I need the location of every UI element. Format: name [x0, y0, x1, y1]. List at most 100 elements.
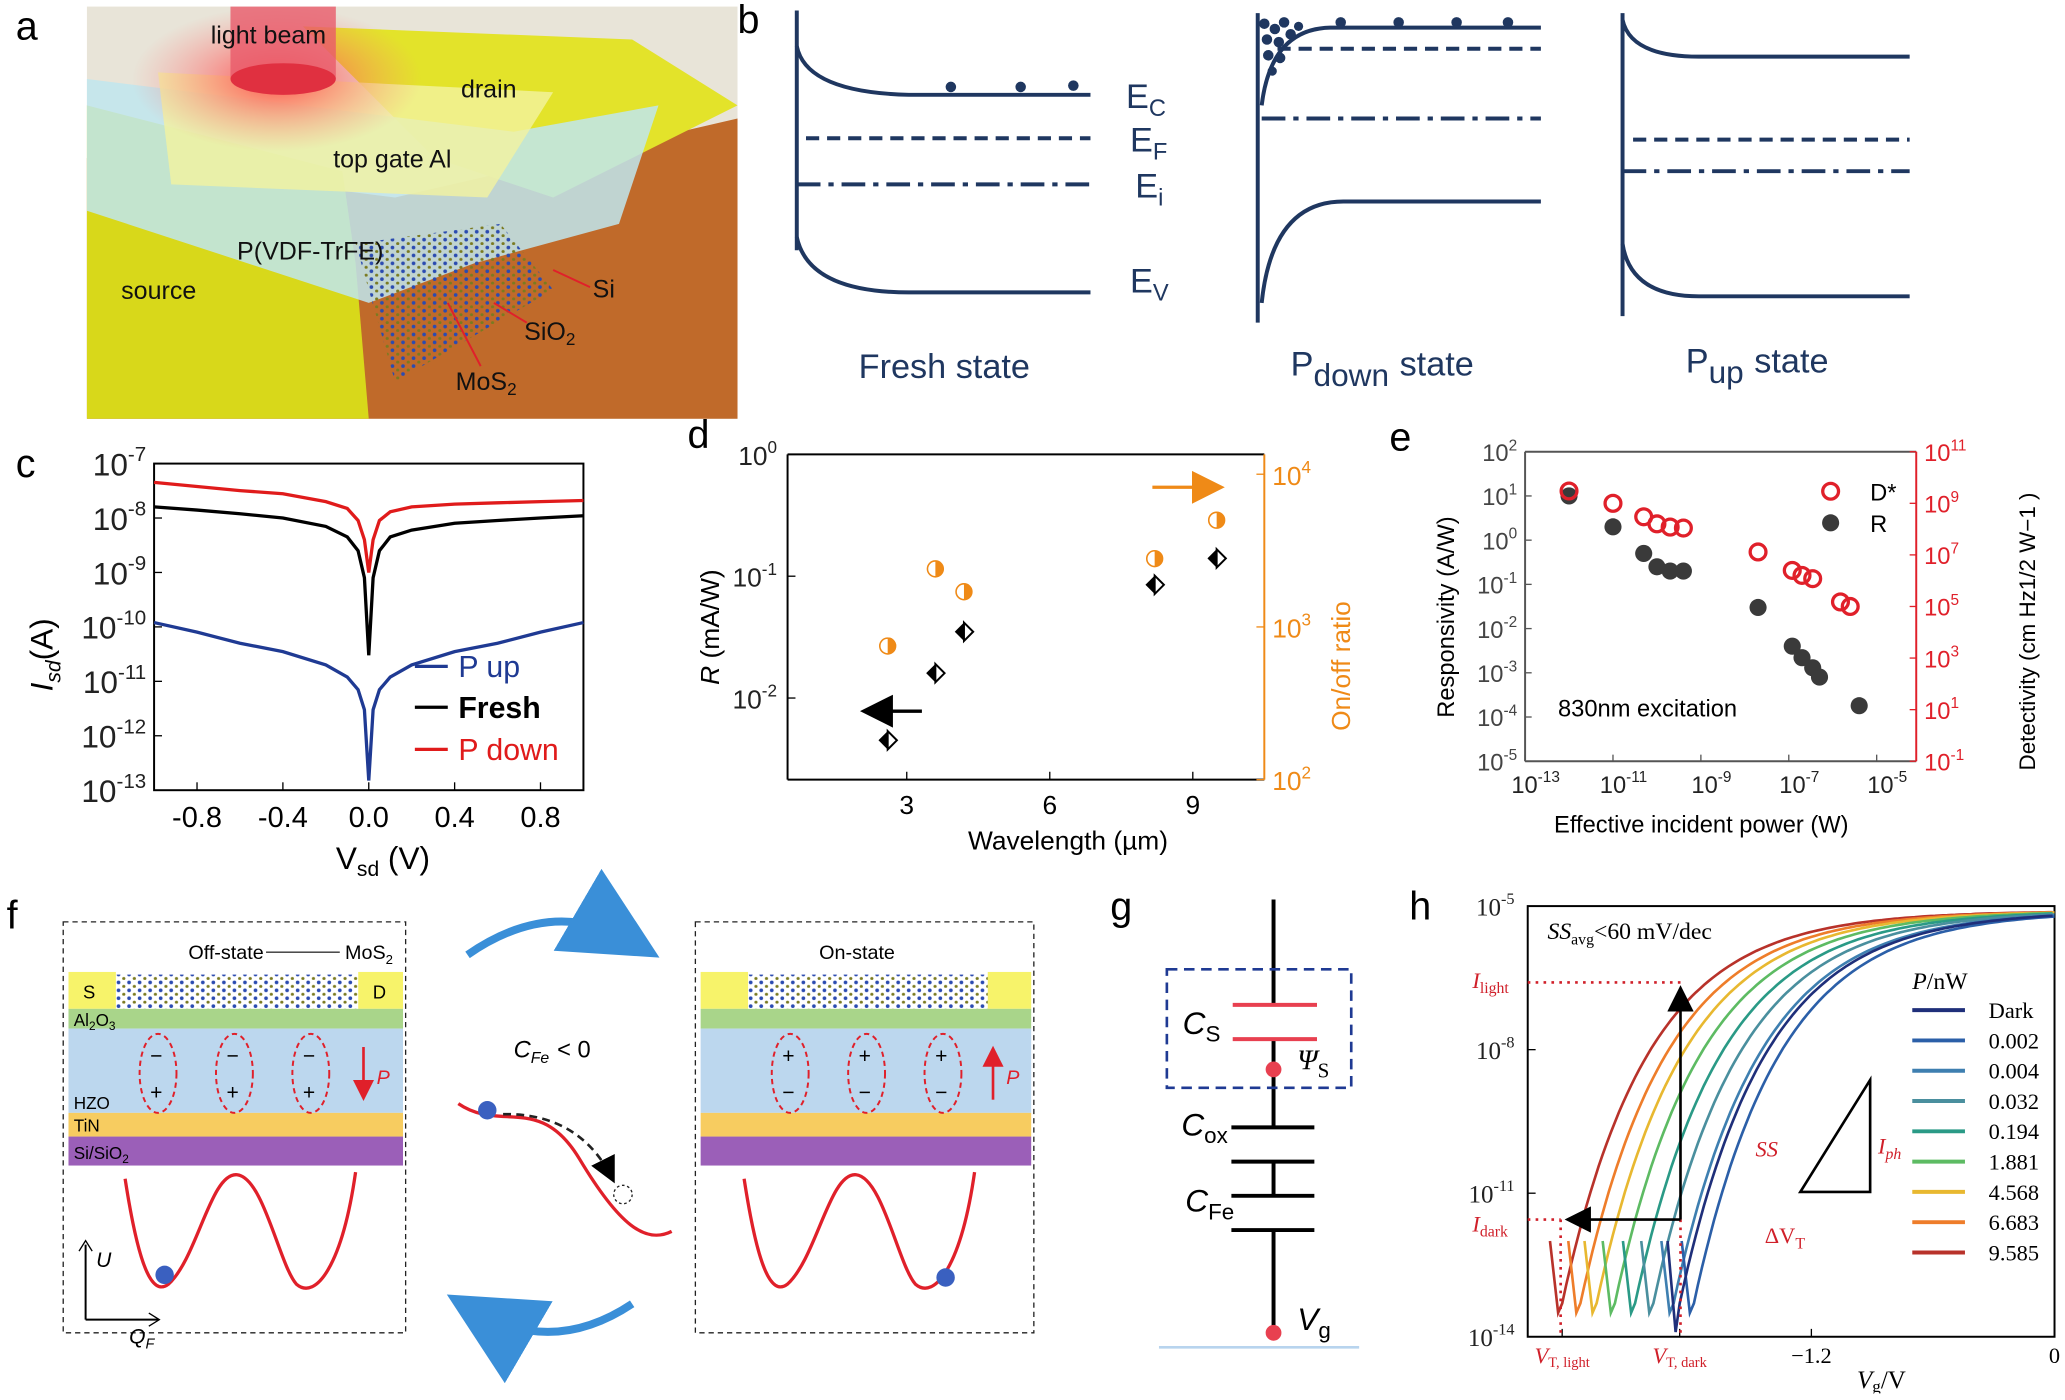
- cfe-label: CFe: [1185, 1183, 1234, 1225]
- data-point-responsivity: [1749, 598, 1767, 617]
- x-tick-label: 10-13: [1511, 769, 1560, 799]
- data-point-r: [1215, 546, 1228, 570]
- y2-tick-label: 103: [1924, 644, 1959, 674]
- label-light-beam: light beam: [211, 21, 326, 49]
- label-top-gate: top gate Al: [333, 145, 451, 173]
- on-state-box: On-state + − + − + − P: [694, 921, 1035, 1334]
- y-axis-label: Responsivity (A/W): [1434, 516, 1460, 717]
- label-ferroelectric: P(VDF-TrFE): [237, 237, 383, 265]
- ss-annotation: SSavg<60 mV/dec: [1547, 919, 1711, 948]
- data-point-detectivity: [1660, 517, 1680, 537]
- panel-label-c: c: [16, 442, 36, 486]
- hzo-label: HZO: [74, 1094, 110, 1113]
- data-point-detectivity: [1803, 569, 1823, 589]
- polarization-label: P: [1006, 1067, 1020, 1089]
- y-tick-label: 10-11: [1468, 1177, 1514, 1208]
- transfer-curve-0.194: [1621, 912, 2053, 1318]
- transfer-curve-0.002: [1680, 915, 2055, 1318]
- panel-e-power-chart: e Effective incident power (W) Responsiv…: [1389, 415, 2039, 838]
- y-tick-label: 10-8: [1476, 1034, 1515, 1065]
- transition-middle: CFe < 0: [446, 868, 673, 1384]
- y-tick-label: 100: [738, 438, 777, 471]
- y-tick-label: 100: [1482, 526, 1517, 556]
- y-tick-label: 10-10: [81, 607, 146, 646]
- i-light-label: Ilight: [1471, 968, 1509, 997]
- data-point-detectivity: [1603, 493, 1623, 513]
- data-point-responsivity: [1783, 637, 1801, 655]
- si-sio2-layer: [68, 1136, 404, 1166]
- panel-f-ferroelectric-mechanism: f Off-state MoS2 S D Al2O3 HZO TiN Si/Si…: [7, 868, 1035, 1384]
- y-tick-label: 10-2: [733, 682, 778, 715]
- dipole-plus: +: [150, 1082, 162, 1105]
- data-point-detectivity: [1792, 565, 1812, 585]
- x-tick-label: 10-7: [1779, 769, 1819, 799]
- data-point-detectivity: [1748, 542, 1768, 562]
- y-tick-label: 10-14: [1468, 1321, 1515, 1352]
- off-state-label: Off-state: [188, 942, 263, 964]
- panel-h-transfer-chart: h SSavg<60 mV/dec Vg/V 10-5 10-8 10-11 10-1…: [1409, 884, 2060, 1396]
- dipole-plus: +: [782, 1045, 794, 1068]
- x-tick-label: 10-9: [1691, 769, 1731, 799]
- data-point-responsivity: [1793, 649, 1811, 667]
- data-point-responsivity: [1648, 558, 1666, 576]
- vg-label: Vg: [1297, 1301, 1331, 1343]
- legend-label-dstar: D*: [1870, 480, 1896, 506]
- ss-label: SS: [1756, 1136, 1778, 1161]
- cox-label: Cox: [1181, 1106, 1227, 1148]
- panel-label-d: d: [687, 413, 709, 457]
- ev-label: EV: [1130, 262, 1169, 306]
- band-diagram-p-up: Pup state: [1620, 13, 1910, 390]
- band-diagram-p-down: Pdown state: [1255, 13, 1541, 393]
- legend-label-r: R: [1870, 512, 1887, 538]
- data-point-detectivity: [1647, 514, 1667, 534]
- panel-label-f: f: [7, 893, 19, 937]
- x-axis-label: Wavelength (µm): [968, 825, 1168, 855]
- legend-label: 4.568: [1989, 1180, 2039, 1205]
- legend-marker-dstar: [1821, 481, 1841, 501]
- panel-g-capacitor-circuit: g CS ΨS Cox CFe Vg: [1110, 884, 1360, 1349]
- x-tick-label: 3: [899, 790, 914, 820]
- data-point-r: [934, 661, 946, 685]
- legend-label: Dark: [1989, 998, 2035, 1023]
- transfer-curve-0.032: [1639, 913, 2055, 1318]
- series-line-p-up: [153, 620, 584, 781]
- panel-label-g: g: [1110, 884, 1132, 928]
- x-tick-label: VT, dark: [1652, 1343, 1707, 1371]
- y2-tick-label: 1011: [1924, 437, 1966, 467]
- label-drain: drain: [461, 75, 517, 103]
- state-ball: [155, 1265, 174, 1285]
- x-axis-label: Vg/V: [1857, 1367, 1906, 1393]
- y-tick-label: 10-1: [1477, 570, 1517, 600]
- x-axis-label: Effective incident power (W): [1554, 812, 1848, 838]
- x-tick-label: VT, light: [1535, 1343, 1590, 1371]
- excitation-annotation: 830nm excitation: [1558, 696, 1737, 722]
- data-point-r-left-half: [1145, 575, 1155, 595]
- data-point-onoff-fill: [1154, 550, 1163, 567]
- dipole-minus: −: [303, 1045, 315, 1068]
- double-well-potential: [742, 1171, 977, 1290]
- legend-label: Fresh: [458, 692, 540, 725]
- y2-axis-label: Detectivity (cm Hz1/2 W−1 ): [2015, 493, 2040, 771]
- dipole-minus: −: [150, 1045, 162, 1068]
- y2-tick-label: 102: [1272, 763, 1311, 796]
- data-point-detectivity: [1782, 560, 1802, 580]
- negative-capacitance-label: CFe < 0: [514, 1038, 591, 1067]
- legend-label: 1.881: [1989, 1149, 2039, 1174]
- data-point-r-left-half: [926, 663, 936, 683]
- si-sio2-label: Si/SiO2: [74, 1144, 129, 1166]
- switch-arrow-top: [465, 868, 660, 959]
- plot-frame: [1526, 905, 2056, 1338]
- y-tick-label: 10-7: [93, 443, 146, 482]
- x-tick-label: 0.8: [520, 802, 560, 834]
- label-si: Si: [593, 276, 615, 304]
- y-tick-label: 10-9: [93, 552, 146, 591]
- hzo-layer: [68, 1028, 404, 1113]
- dipole-plus: +: [859, 1045, 871, 1068]
- x-axis-label: Vsd (V): [336, 840, 430, 881]
- legend-label: P up: [458, 651, 520, 684]
- band-diagram-fresh: EC EF Ei EV Fresh state: [794, 10, 1169, 386]
- data-point-responsivity: [1604, 518, 1622, 536]
- y2-tick-label: 101: [1924, 695, 1959, 725]
- y-tick-label: 10-12: [81, 715, 146, 754]
